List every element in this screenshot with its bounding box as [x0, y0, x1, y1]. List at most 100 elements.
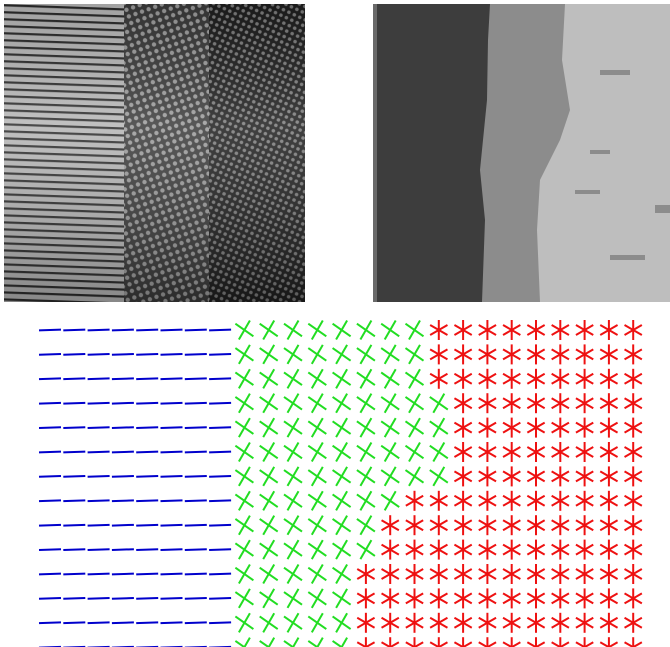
glyph-stroke — [381, 446, 399, 459]
glyph-stroke — [235, 446, 253, 459]
glyph-stroke — [284, 397, 302, 410]
glyph-stroke — [112, 574, 134, 575]
glyph-stroke — [333, 372, 351, 385]
glyph-stroke — [209, 354, 231, 355]
glyph-stroke — [333, 592, 351, 605]
glyph-stroke — [333, 446, 351, 459]
glyph-stroke — [112, 378, 134, 379]
glyph-stroke — [381, 421, 399, 434]
texture-image — [4, 4, 305, 302]
glyph-stroke — [260, 592, 278, 605]
glyph-stroke — [63, 598, 85, 599]
glyph-stroke — [88, 427, 110, 428]
glyph-stroke — [112, 598, 134, 599]
glyph-stroke — [357, 372, 375, 385]
glyph-stroke — [235, 616, 253, 629]
glyph-stroke — [209, 403, 231, 404]
glyph-stroke — [333, 543, 351, 556]
glyph-stroke — [209, 598, 231, 599]
glyph-stroke — [235, 494, 253, 507]
glyph-stroke — [357, 324, 375, 337]
glyph-stroke — [308, 543, 326, 556]
glyph-stroke — [333, 324, 351, 337]
glyph-stroke — [357, 348, 375, 361]
glyph-stroke — [161, 427, 183, 428]
glyph-stroke — [284, 494, 302, 507]
glyph-stroke — [405, 372, 423, 385]
glyph-stroke — [333, 470, 351, 483]
glyph-stroke — [185, 403, 207, 404]
glyph-stroke — [357, 421, 375, 434]
glyph-stroke — [185, 574, 207, 575]
glyph-stroke — [185, 378, 207, 379]
glyph-stroke — [405, 470, 423, 483]
glyph-stroke — [39, 403, 61, 404]
glyph-stroke — [112, 525, 134, 526]
glyph-stroke — [357, 446, 375, 459]
glyph-stroke — [284, 446, 302, 459]
glyph-stroke — [235, 470, 253, 483]
glyph-stroke — [88, 622, 110, 623]
glyph-stroke — [112, 476, 134, 477]
glyph-stroke — [430, 446, 448, 459]
glyph-stroke — [308, 446, 326, 459]
glyph-stroke — [185, 452, 207, 453]
glyph-stroke — [185, 525, 207, 526]
glyph-stroke — [405, 421, 423, 434]
glyph-stroke — [284, 470, 302, 483]
glyph-stroke — [185, 549, 207, 550]
glyph-stroke — [209, 525, 231, 526]
glyph-stroke — [136, 525, 158, 526]
glyph-stroke — [136, 427, 158, 428]
shading — [4, 4, 305, 302]
glyph-stroke — [357, 494, 375, 507]
glyph-stroke — [63, 330, 85, 331]
glyph-stroke — [88, 330, 110, 331]
glyph-stroke — [136, 378, 158, 379]
glyph-stroke — [39, 378, 61, 379]
glyph-stroke — [161, 378, 183, 379]
glyph-stroke — [88, 452, 110, 453]
glyph-stroke — [63, 427, 85, 428]
glyph-stroke — [430, 421, 448, 434]
glyph-stroke — [333, 397, 351, 410]
glyph-stroke — [136, 549, 158, 550]
glyph-stroke — [260, 519, 278, 532]
glyph-stroke — [357, 543, 375, 556]
glyph-stroke — [284, 641, 302, 647]
glyph-stroke — [185, 598, 207, 599]
glyph-stroke — [136, 476, 158, 477]
glyph-stroke — [136, 403, 158, 404]
glyph-stroke — [235, 592, 253, 605]
glyph-stroke — [63, 549, 85, 550]
glyph-stroke — [381, 397, 399, 410]
glyph-stroke — [308, 494, 326, 507]
segmentation-image — [373, 4, 670, 302]
glyph-stroke — [209, 500, 231, 501]
glyph-stroke — [39, 427, 61, 428]
glyph-stroke — [308, 641, 326, 647]
glyph-stroke — [260, 470, 278, 483]
glyph-stroke — [63, 476, 85, 477]
glyph-stroke — [260, 641, 278, 647]
glyph-stroke — [112, 330, 134, 331]
glyph-stroke — [284, 348, 302, 361]
glyph-stroke — [136, 452, 158, 453]
glyph-stroke — [88, 500, 110, 501]
glyph-stroke — [161, 354, 183, 355]
glyph-stroke — [185, 500, 207, 501]
glyph-stroke — [308, 592, 326, 605]
glyph-stroke — [88, 403, 110, 404]
speckle — [610, 255, 645, 260]
glyph-stroke — [63, 525, 85, 526]
glyph-stroke — [88, 525, 110, 526]
glyph-stroke — [112, 427, 134, 428]
glyph-stroke — [260, 568, 278, 581]
glyph-stroke — [333, 421, 351, 434]
glyph-stroke — [209, 549, 231, 550]
glyph-stroke — [63, 452, 85, 453]
glyph-stroke — [161, 574, 183, 575]
glyph-stroke — [112, 354, 134, 355]
glyph-stroke — [260, 397, 278, 410]
glyph-stroke — [185, 622, 207, 623]
